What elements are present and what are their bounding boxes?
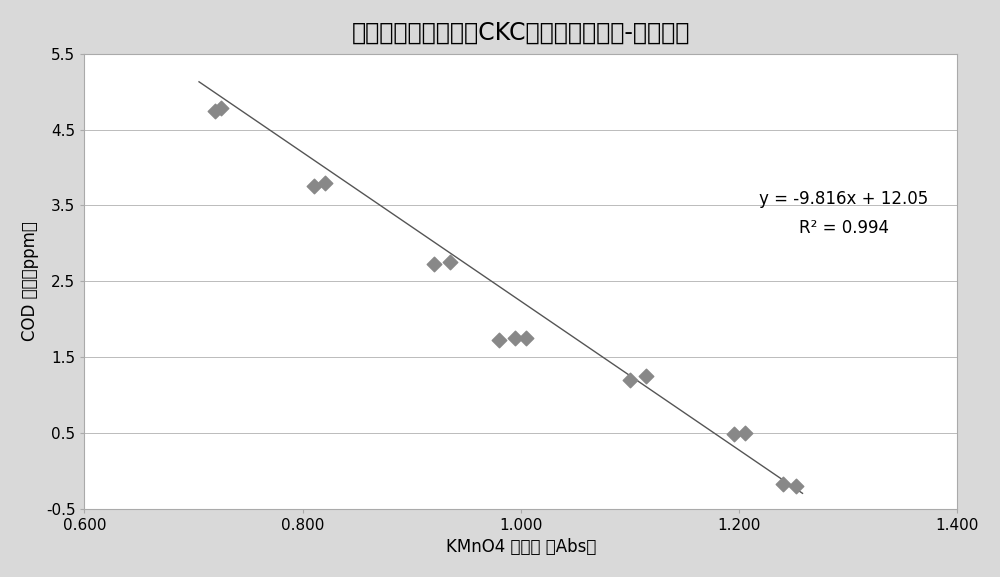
Point	[507, 334, 523, 343]
Point	[426, 260, 442, 269]
Point	[317, 178, 333, 187]
Text: y = -9.816x + 12.05
R² = 0.994: y = -9.816x + 12.05 R² = 0.994	[759, 190, 929, 237]
Point	[213, 104, 229, 113]
Point	[306, 182, 322, 191]
Point	[726, 430, 742, 439]
Point	[788, 481, 804, 490]
X-axis label: KMnO4 吸光度 （Abs）: KMnO4 吸光度 （Abs）	[446, 538, 596, 556]
Point	[442, 257, 458, 267]
Point	[207, 106, 223, 115]
Title: 直接高锰酸钾比色法CKC测高锰酸钾指数-线性曲线: 直接高锰酸钾比色法CKC测高锰酸钾指数-线性曲线	[352, 21, 690, 45]
Point	[737, 428, 753, 437]
Point	[491, 335, 507, 344]
Point	[638, 372, 654, 381]
Point	[775, 479, 791, 489]
Point	[518, 334, 534, 343]
Y-axis label: COD 浓度（ppm）: COD 浓度（ppm）	[21, 221, 39, 341]
Point	[622, 375, 638, 384]
